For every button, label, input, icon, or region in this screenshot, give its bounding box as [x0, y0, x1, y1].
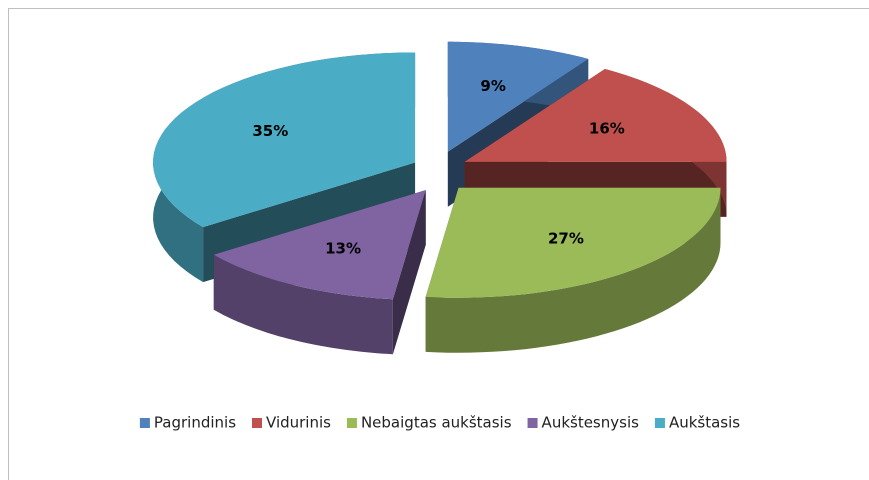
slice-top: [425, 187, 721, 298]
legend-label: Aukštesnysis: [542, 414, 640, 432]
legend-label: Pagrindinis: [154, 414, 236, 432]
slice-top: [464, 69, 727, 162]
legend-swatch: [252, 418, 263, 428]
legend: Pagrindinis Vidurinis Nebaigtas aukštasis A…: [139, 414, 740, 432]
slice-top: [153, 52, 416, 228]
legend-label: Nebaigtas aukštasis: [361, 414, 512, 432]
legend-label: Aukštasis: [669, 414, 740, 432]
data-label: 13%: [325, 239, 361, 257]
legend-swatch: [346, 418, 357, 428]
data-label: 16%: [589, 120, 625, 138]
legend-swatch: [654, 418, 665, 428]
data-label: 9%: [480, 77, 505, 95]
legend-label: Vidurinis: [266, 414, 331, 432]
data-label: 27%: [548, 229, 584, 247]
slice: [425, 187, 721, 353]
slice-rim: [425, 187, 721, 353]
slice-rim: [213, 254, 393, 355]
legend-swatch: [139, 418, 150, 428]
slice: [213, 190, 426, 355]
slice-top: [447, 41, 589, 152]
slice-top: [213, 190, 426, 300]
data-label: 35%: [252, 122, 288, 140]
chart-frame: [8, 8, 869, 480]
legend-swatch: [527, 418, 538, 428]
